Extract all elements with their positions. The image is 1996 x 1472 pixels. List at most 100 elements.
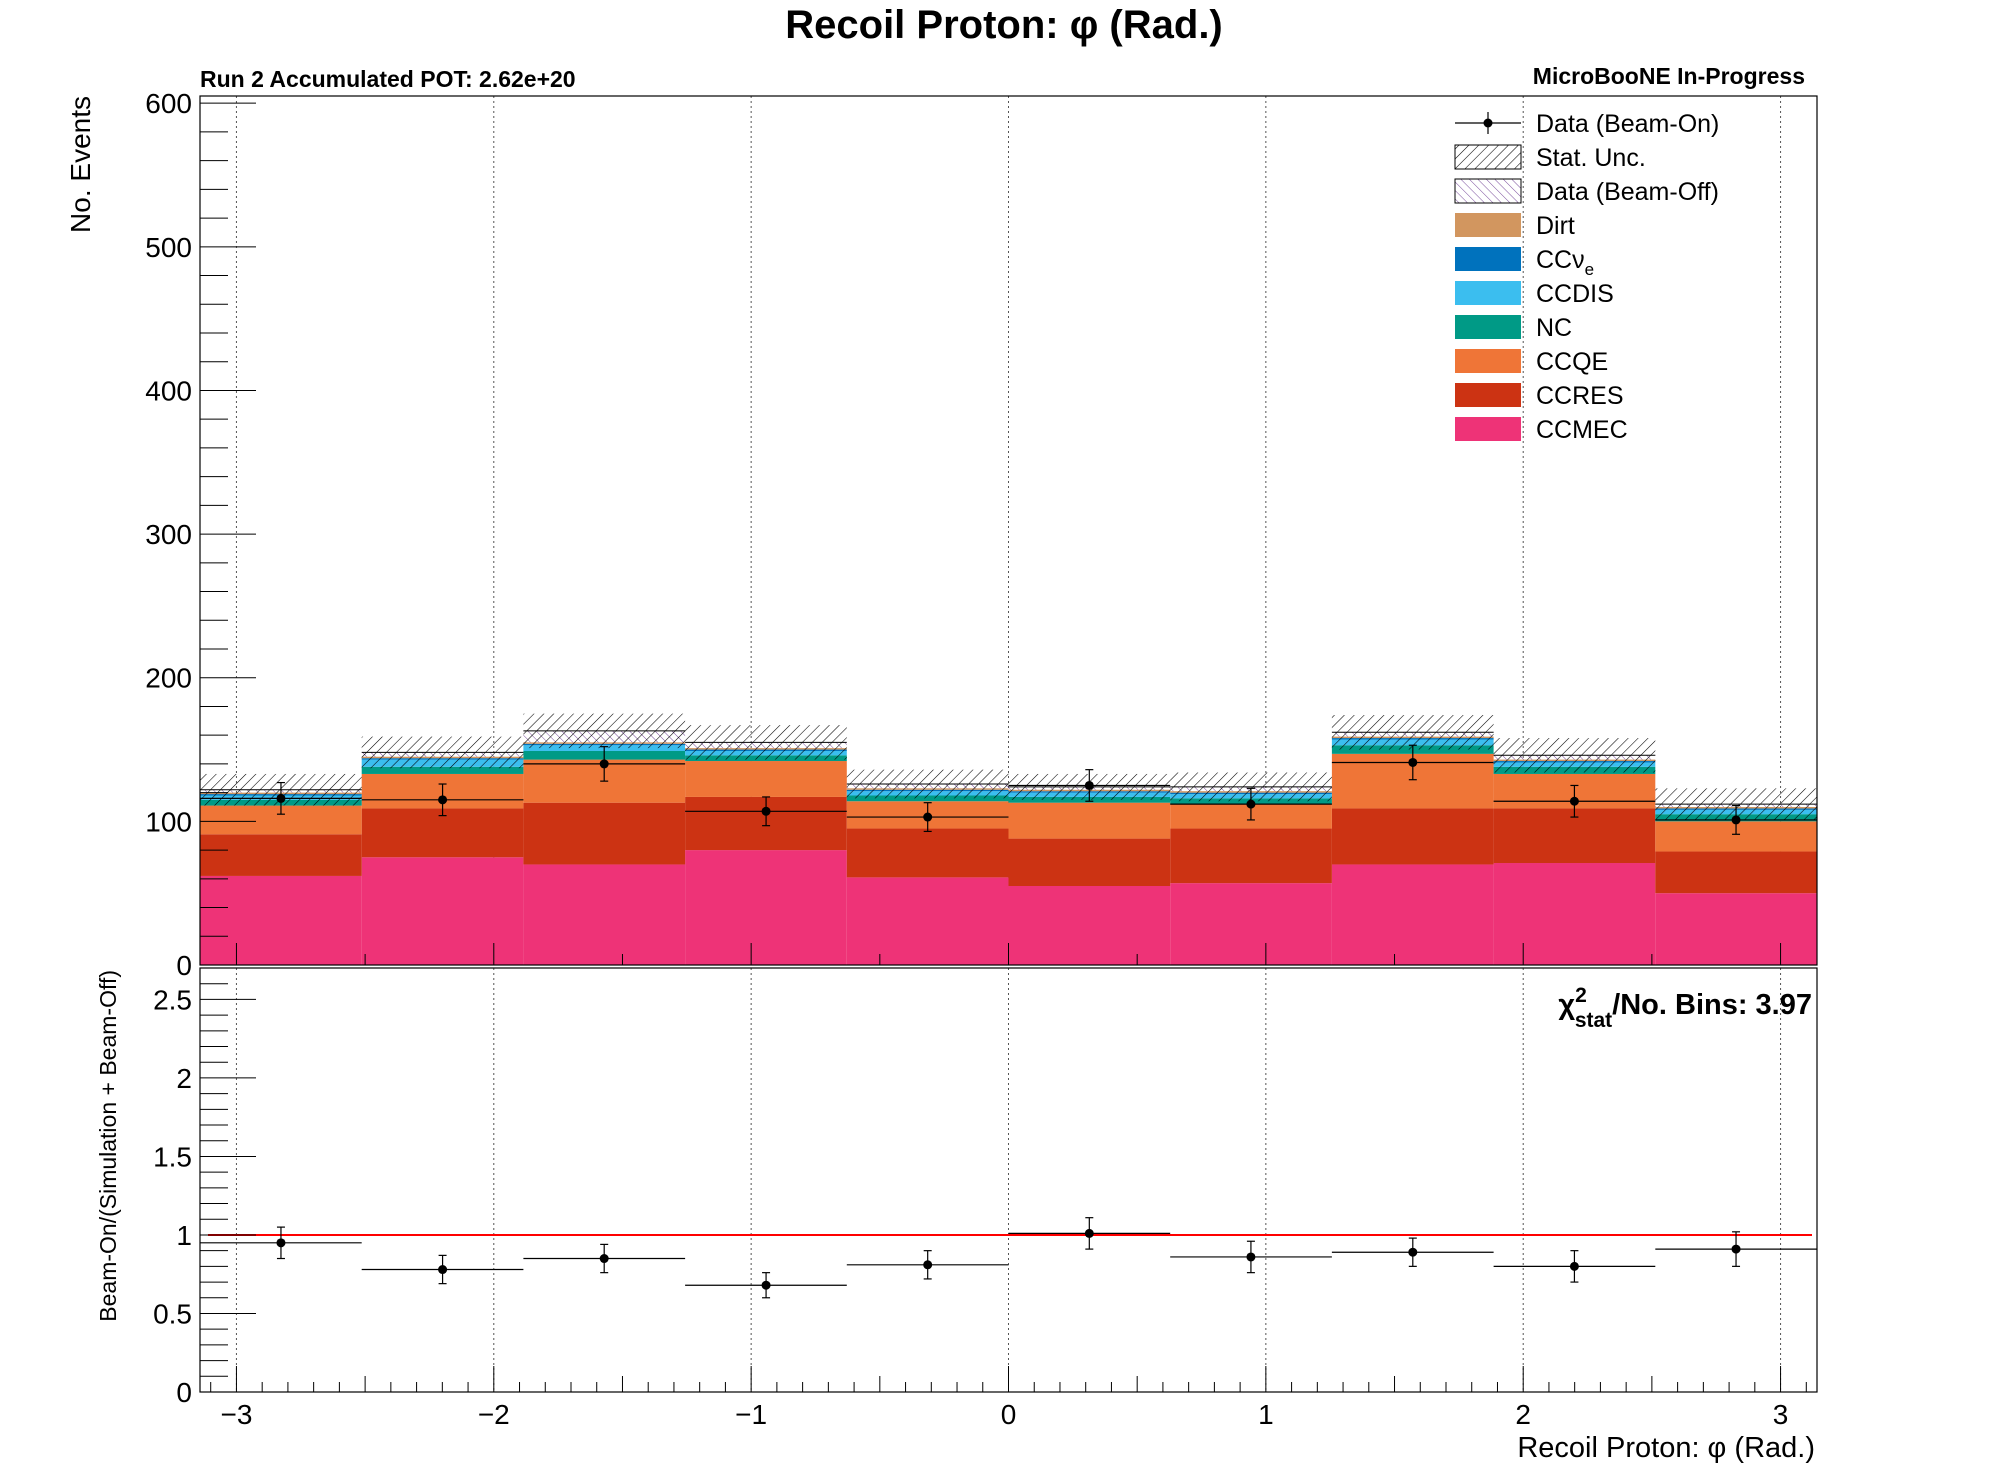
top-ytick-label-500: 500 (145, 232, 192, 263)
legend-label-3: Dirt (1536, 212, 1575, 240)
top-ytick-label-400: 400 (145, 375, 192, 406)
bar-ccres-bin-1 (361, 808, 524, 858)
legend-label-5: CCDIS (1536, 280, 1614, 308)
top-y-axis-label: No. Events (65, 96, 96, 233)
legend-label-7: CCQE (1536, 348, 1608, 376)
top-ytick-label-0: 0 (176, 950, 192, 981)
bottom-x-axis: −3 −2 −1 0 1 2 3 (210, 1366, 1807, 1430)
legend-label-0: Data (Beam-On) (1536, 110, 1719, 138)
stat-unc-bin-2 (523, 713, 686, 749)
run-label: Run 2 Accumulated POT: 2.62e+20 (200, 66, 576, 92)
bar-ccmec-bin-2 (523, 864, 686, 965)
bottom-ytick-label-2.5: 2.5 (153, 984, 192, 1015)
bottom-ytick-label-0.5: 0.5 (153, 1298, 192, 1329)
bottom-xtick-label--3: −3 (220, 1399, 252, 1430)
stat-unc-bin-3 (685, 725, 847, 760)
ratio-point-7 (1408, 1247, 1418, 1257)
data-point-5 (1084, 780, 1094, 790)
stacked-histogram (200, 730, 1817, 965)
top-x-axis (235, 943, 1782, 965)
chi2-subscript: stat (1575, 1009, 1612, 1032)
data-point-3 (761, 806, 771, 816)
legend: Data (Beam-On) Stat. Unc. Data (Beam-Off) D… (1454, 110, 1719, 444)
ratio-point-0 (276, 1238, 286, 1248)
stat-unc-bin-8 (1493, 738, 1656, 773)
stat-unc-bin-7 (1331, 715, 1494, 750)
top-y-axis: 0 100 200 300 400 500 600 (145, 88, 256, 981)
bottom-ytick-label-1.5: 1.5 (153, 1141, 192, 1172)
data-point-9 (1731, 815, 1741, 825)
bar-ccmec-bin-3 (685, 850, 847, 965)
chi2-symbol: χ (1558, 989, 1575, 1021)
bottom-xtick-label-0: 0 (1001, 1399, 1017, 1430)
data-point-4 (923, 812, 933, 822)
data-point-2 (599, 759, 609, 769)
ratio-point-8 (1569, 1261, 1579, 1271)
stat-unc-bin-4 (846, 769, 1009, 799)
bar-ccmec-bin-4 (846, 877, 1009, 965)
legend-swatch-beam-off (1454, 178, 1522, 204)
legend-label-2: Data (Beam-Off) (1536, 178, 1719, 206)
bottom-xtick-label-2: 2 (1515, 1399, 1531, 1430)
ratio-point-6 (1246, 1252, 1256, 1262)
bar-ccres-bin-7 (1331, 808, 1494, 865)
chi2-superscript: 2 (1575, 984, 1587, 1007)
ratio-point-5 (1084, 1228, 1094, 1238)
stat-uncertainty-band (200, 713, 1817, 820)
legend-label-subscript: e (1585, 260, 1594, 279)
top-ytick-label-200: 200 (145, 663, 192, 694)
legend-swatch-ccnue (1455, 247, 1521, 271)
legend-swatch-stat-unc (1454, 144, 1522, 170)
bottom-xtick-label-1: 1 (1258, 1399, 1274, 1430)
legend-marker-point (1483, 118, 1493, 128)
bottom-y-axis-label: Beam-On/(Simulation + Beam-Off) (95, 970, 121, 1322)
top-ytick-label-600: 600 (145, 88, 192, 119)
legend-swatch-ccmec (1455, 417, 1521, 441)
bar-ccres-bin-9 (1655, 851, 1817, 894)
bottom-xtick-label-3: 3 (1773, 1399, 1789, 1430)
legend-label-4: CCνe (1536, 246, 1594, 279)
legend-swatch-dirt (1455, 213, 1521, 237)
bar-ccmec-bin-7 (1331, 864, 1494, 965)
legend-swatch-ccdis (1455, 281, 1521, 305)
bottom-grid (235, 968, 1782, 1392)
chart-title: Recoil Proton: φ (Rad.) (785, 3, 1223, 47)
beam-on-data-points (200, 744, 1817, 835)
bar-ccqe-bin-5 (1008, 802, 1171, 839)
bottom-ytick-label-2: 2 (176, 1063, 192, 1094)
bottom-ytick-label-1: 1 (176, 1220, 192, 1251)
ratio-point-2 (599, 1254, 609, 1264)
legend-swatch-nc (1455, 315, 1521, 339)
top-ytick-label-100: 100 (145, 806, 192, 837)
bar-ccres-bin-4 (846, 828, 1009, 878)
data-point-1 (438, 795, 448, 805)
bar-ccmec-bin-8 (1493, 863, 1656, 965)
legend-label-6: NC (1536, 314, 1572, 342)
bar-ccres-bin-6 (1170, 828, 1332, 884)
bar-ccqe-bin-3 (685, 761, 847, 797)
data-point-0 (276, 793, 286, 803)
data-point-7 (1408, 757, 1418, 767)
bar-ccres-bin-0 (200, 834, 362, 876)
ratio-point-4 (923, 1260, 933, 1270)
data-point-8 (1569, 796, 1579, 806)
stat-unc-bin-1 (361, 736, 524, 769)
bar-ccmec-bin-6 (1170, 883, 1332, 965)
legend-label-8: CCRES (1536, 382, 1624, 410)
chi2-annotation: χ2 stat/No. Bins: 3.97 (1558, 984, 1812, 1032)
legend-label-1: Stat. Unc. (1536, 144, 1646, 172)
ratio-point-3 (761, 1280, 771, 1290)
bar-ccres-bin-2 (523, 802, 686, 865)
bar-ccres-bin-5 (1008, 838, 1171, 886)
bar-ccmec-bin-9 (1655, 893, 1817, 965)
bottom-ytick-label-0: 0 (176, 1377, 192, 1408)
ratio-point-1 (438, 1265, 448, 1275)
bottom-xtick-label--2: −2 (478, 1399, 510, 1430)
chi2-value: /No. Bins: 3.97 (1612, 989, 1812, 1021)
bar-ccmec-bin-0 (200, 875, 362, 965)
bottom-y-axis: 0 0.5 1 1.5 2 2.5 (153, 983, 256, 1408)
ratio-point-9 (1731, 1244, 1741, 1254)
top-ytick-label-300: 300 (145, 519, 192, 550)
legend-label-9: CCMEC (1536, 416, 1628, 444)
